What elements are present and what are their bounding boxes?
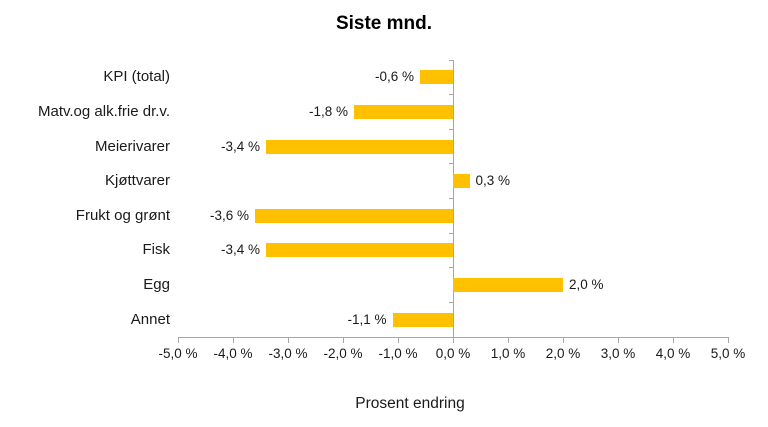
bar (453, 174, 470, 189)
x-axis-tick (617, 337, 619, 343)
value-label: 0,3 % (475, 173, 511, 189)
category-label: KPI (total) (103, 68, 170, 86)
category-axis-tick (448, 301, 453, 303)
x-axis-tick (672, 337, 674, 343)
x-axis-tick (342, 337, 344, 343)
category-axis-tick (448, 198, 453, 199)
x-axis-tick (232, 337, 234, 343)
x-tick-label: 4,0 % (655, 346, 691, 361)
category-axis-tick (448, 128, 453, 130)
x-tick-label: 3,0 % (600, 346, 636, 361)
value-label: -3,4 % (220, 138, 260, 154)
x-axis-tick (562, 337, 564, 343)
bar (354, 104, 453, 119)
x-tick-label: -2,0 % (323, 346, 363, 361)
x-axis-tick (507, 337, 509, 343)
bar (420, 70, 453, 85)
category-label: Fisk (142, 241, 171, 259)
bar (392, 312, 453, 327)
x-tick-label: -3,0 % (268, 346, 308, 361)
category-label: Kjøttvarer (104, 172, 170, 190)
x-tick-label: 0,0 % (435, 346, 471, 361)
chart-title: Siste mnd. (335, 13, 433, 34)
value-label: -3,4 % (220, 242, 260, 258)
x-axis-tick (287, 337, 289, 343)
value-label: -1,8 % (308, 103, 348, 119)
value-label: -1,1 % (347, 311, 387, 327)
category-axis-tick (448, 94, 453, 96)
x-tick-label: -5,0 % (158, 346, 198, 361)
value-label: -3,6 % (209, 207, 249, 223)
x-tick-label: -4,0 % (213, 346, 253, 361)
x-tick-label: 2,0 % (545, 346, 581, 361)
category-axis-tick (448, 336, 453, 338)
x-tick-label: -1,0 % (378, 346, 418, 361)
category-label: Annet (130, 310, 170, 328)
category-axis-tick (448, 59, 453, 61)
category-label: Egg (143, 276, 170, 294)
zero-axis-line (452, 60, 454, 343)
bar (453, 278, 563, 293)
bar (255, 208, 453, 223)
value-label: -0,6 % (374, 69, 414, 85)
value-label: 2,0 % (569, 277, 604, 293)
x-tick-label: 5,0 % (710, 346, 746, 361)
category-label: Frukt og grønt (75, 206, 170, 224)
category-label: Matv.og alk.frie dr.v. (38, 102, 170, 120)
category-label: Meierivarer (94, 137, 170, 155)
x-axis-tick (727, 337, 729, 343)
bar (266, 139, 453, 154)
category-axis-tick (448, 267, 453, 269)
x-axis-tick (397, 337, 399, 343)
bar (266, 243, 453, 258)
x-axis-tick (177, 337, 179, 343)
category-axis-tick (448, 163, 453, 165)
x-tick-label: 1,0 % (490, 346, 526, 361)
x-axis-label: Prosent endring (355, 395, 465, 412)
category-axis-tick (448, 232, 453, 234)
